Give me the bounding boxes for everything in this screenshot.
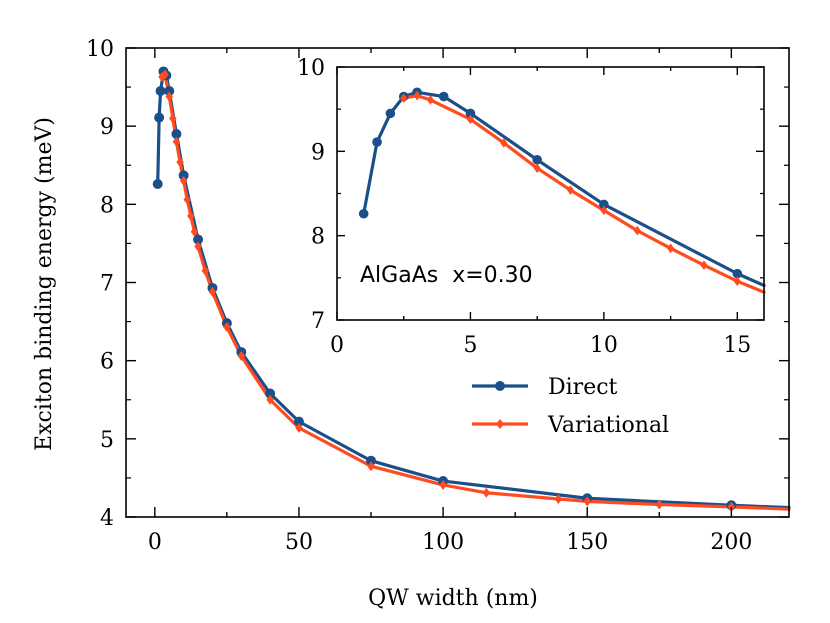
- inset-point-variational: [600, 205, 608, 216]
- main-point-variational: [183, 194, 192, 205]
- inset-series-markers: [358, 87, 743, 287]
- inset-y-tick-label: 10: [297, 56, 325, 81]
- inset-point-variational: [566, 185, 575, 195]
- main-point-direct: [171, 128, 182, 139]
- inset-point-direct: [385, 108, 396, 119]
- inset-point-variational: [413, 90, 421, 101]
- inset-chart: 0 5 10 15 7 8 9 10 AlGaAs x=0.30: [297, 56, 766, 358]
- main-y-tick-label: 10: [86, 37, 114, 62]
- legend-marker-direct: [495, 381, 505, 391]
- main-point-variational: [482, 487, 491, 498]
- inset-point-direct: [358, 208, 369, 219]
- main-point-direct: [193, 234, 204, 245]
- inset-point-variational: [666, 243, 675, 254]
- main-series-markers: [152, 66, 737, 512]
- inset-point-variational: [533, 163, 541, 173]
- inset-x-tick-label: 0: [330, 333, 344, 358]
- main-point-variational: [165, 91, 173, 102]
- main-y-tick-label: 7: [100, 272, 114, 297]
- inset-point-variational: [466, 114, 475, 125]
- inset-point-variational: [426, 95, 435, 105]
- main-point-variational: [223, 322, 231, 333]
- main-y-tick-label: 4: [100, 506, 114, 531]
- inset-point-variational: [500, 138, 508, 148]
- main-x-tick-label: 150: [566, 530, 608, 555]
- main-point-variational: [190, 226, 199, 237]
- main-point-direct: [154, 112, 165, 123]
- legend-marker-variational: [496, 419, 504, 429]
- x-axis-title: QW width (nm): [368, 586, 538, 611]
- main-x-axis: 0 50 100 150 200: [148, 48, 752, 555]
- inset-point-direct: [372, 137, 382, 147]
- main-point-variational: [266, 394, 274, 405]
- main-point-variational: [201, 265, 210, 276]
- inset-point-direct: [465, 108, 476, 119]
- inset-background: [337, 67, 764, 320]
- inset-y-tick-label: 7: [311, 309, 325, 334]
- main-x-tick-label: 200: [710, 530, 752, 555]
- main-y-axis: 4 5 6 7 8 9 10: [86, 37, 789, 531]
- inset-point-direct: [599, 199, 609, 210]
- inset-point-direct: [438, 91, 449, 102]
- main-x-tick-label: 0: [148, 530, 162, 555]
- main-point-direct: [293, 416, 304, 427]
- main-point-variational: [655, 499, 664, 510]
- main-point-direct: [366, 455, 377, 466]
- main-y-tick-label: 6: [100, 350, 114, 375]
- main-point-variational: [367, 461, 375, 472]
- main-point-variational: [161, 69, 169, 80]
- inset-y-tick-label: 9: [311, 140, 325, 165]
- main-point-direct: [155, 85, 166, 96]
- inset-point-direct: [732, 268, 743, 279]
- main-point-variational: [208, 286, 217, 297]
- inset-x-tick-label: 10: [590, 333, 618, 358]
- main-y-tick-label: 8: [100, 193, 114, 218]
- main-point-variational: [194, 241, 202, 252]
- main-point-variational: [187, 211, 195, 222]
- legend-label-direct: Direct: [548, 375, 618, 400]
- main-point-variational: [172, 136, 181, 147]
- inset-point-direct: [532, 154, 542, 165]
- main-y-tick-label: 9: [100, 115, 114, 140]
- inset-point-variational: [700, 260, 708, 270]
- inset-y-tick-label: 8: [311, 225, 325, 250]
- main-point-variational: [179, 175, 188, 186]
- main-x-tick-label: 50: [285, 530, 313, 555]
- inset-point-variational: [633, 225, 641, 236]
- inset-x-tick-label: 15: [723, 333, 751, 358]
- inset-x-tick-label: 5: [463, 333, 477, 358]
- inset-point-variational: [400, 93, 408, 104]
- inset-annotation: AlGaAs x=0.30: [360, 263, 533, 288]
- inset-y-axis: 7 8 9 10: [297, 56, 764, 334]
- main-y-tick-label: 5: [100, 428, 114, 453]
- main-point-variational: [554, 494, 563, 505]
- main-point-variational: [176, 157, 184, 168]
- main-x-tick-label: 100: [422, 530, 464, 555]
- main-point-variational: [237, 350, 246, 361]
- legend-label-variational: Variational: [547, 413, 669, 438]
- main-point-direct: [178, 170, 189, 181]
- main-point-variational: [727, 501, 736, 512]
- main-point-variational: [439, 479, 447, 490]
- main-point-direct: [265, 388, 276, 399]
- inset-point-variational: [733, 276, 741, 287]
- inset-x-axis: 0 5 10 15: [330, 67, 751, 358]
- main-point-variational: [169, 113, 177, 124]
- main-point-direct: [152, 179, 163, 190]
- y-axis-title: Exciton binding energy (meV): [32, 117, 57, 451]
- main-point-variational: [583, 496, 591, 507]
- legend: Direct Variational: [472, 375, 669, 438]
- main-point-direct: [164, 85, 175, 96]
- main-point-variational: [295, 422, 303, 433]
